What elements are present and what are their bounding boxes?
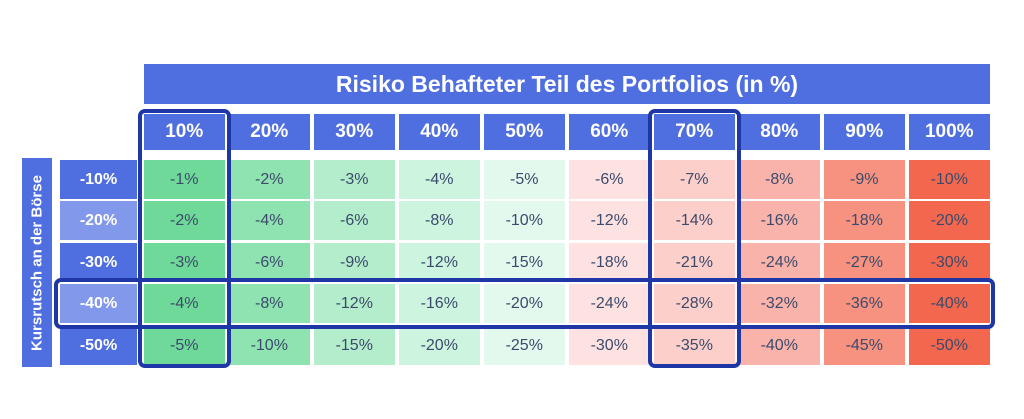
- chart-title: Risiko Behafteter Teil des Portfolios (i…: [144, 64, 990, 104]
- heatmap-cell: -4%: [144, 284, 225, 323]
- heatmap-cell: -2%: [229, 160, 310, 199]
- heatmap-cell: -25%: [484, 326, 565, 365]
- column-header: 20%: [229, 114, 310, 150]
- column-header: 90%: [824, 114, 905, 150]
- column-header: 40%: [399, 114, 480, 150]
- column-header: 10%: [144, 114, 225, 150]
- heatmap-cell: -12%: [569, 201, 650, 240]
- heatmap-cell: -50%: [909, 326, 990, 365]
- column-header: 60%: [569, 114, 650, 150]
- heatmap-cell: -18%: [824, 201, 905, 240]
- heatmap-cell: -15%: [484, 243, 565, 282]
- heatmap-cell: -15%: [314, 326, 395, 365]
- heatmap-cell: -3%: [144, 243, 225, 282]
- column-header: 50%: [484, 114, 565, 150]
- heatmap-cell: -4%: [399, 160, 480, 199]
- heatmap-cell: -4%: [229, 201, 310, 240]
- heatmap-cell: -32%: [739, 284, 820, 323]
- heatmap-cell: -8%: [399, 201, 480, 240]
- row-header: -20%: [60, 201, 137, 240]
- heatmap-cell: -1%: [144, 160, 225, 199]
- row-header: -50%: [60, 326, 137, 365]
- y-axis-label-text: Kursrutsch an der Börse: [28, 174, 46, 351]
- heatmap-cell: -21%: [654, 243, 735, 282]
- heatmap-cell: -7%: [654, 160, 735, 199]
- heatmap-cell: -27%: [824, 243, 905, 282]
- heatmap-cell: -6%: [569, 160, 650, 199]
- heatmap-cell: -24%: [739, 243, 820, 282]
- heatmap-cell: -8%: [229, 284, 310, 323]
- heatmap-cell: -14%: [654, 201, 735, 240]
- column-header: 80%: [739, 114, 820, 150]
- heatmap-cell: -8%: [739, 160, 820, 199]
- heatmap-cell: -20%: [909, 201, 990, 240]
- heatmap-cell: -40%: [909, 284, 990, 323]
- column-header: 100%: [909, 114, 990, 150]
- heatmap-cell: -5%: [144, 326, 225, 365]
- heatmap-cell: -10%: [484, 201, 565, 240]
- column-header: 30%: [314, 114, 395, 150]
- heatmap-cell: -2%: [144, 201, 225, 240]
- heatmap-cell: -18%: [569, 243, 650, 282]
- heatmap-cell: -30%: [569, 326, 650, 365]
- row-header: -40%: [60, 284, 137, 323]
- row-header: -30%: [60, 243, 137, 282]
- y-axis-label: Kursrutsch an der Börse: [22, 158, 52, 367]
- column-header: 70%: [654, 114, 735, 150]
- heatmap-cell: -10%: [909, 160, 990, 199]
- heatmap-cell: -16%: [399, 284, 480, 323]
- heatmap-cell: -16%: [739, 201, 820, 240]
- heatmap-cell: -12%: [314, 284, 395, 323]
- heatmap-cell: -9%: [314, 243, 395, 282]
- heatmap-cell: -20%: [484, 284, 565, 323]
- heatmap-cell: -12%: [399, 243, 480, 282]
- heatmap-cell: -9%: [824, 160, 905, 199]
- row-header: -10%: [60, 160, 137, 199]
- heatmap-cell: -35%: [654, 326, 735, 365]
- heatmap-cell: -28%: [654, 284, 735, 323]
- heatmap-cell: -5%: [484, 160, 565, 199]
- heatmap-cell: -36%: [824, 284, 905, 323]
- heatmap-cell: -6%: [229, 243, 310, 282]
- heatmap-cell: -40%: [739, 326, 820, 365]
- heatmap-cell: -45%: [824, 326, 905, 365]
- heatmap-cell: -6%: [314, 201, 395, 240]
- heatmap-cell: -3%: [314, 160, 395, 199]
- heatmap-cell: -30%: [909, 243, 990, 282]
- heatmap-cell: -24%: [569, 284, 650, 323]
- heatmap-cell: -20%: [399, 326, 480, 365]
- heatmap-cell: -10%: [229, 326, 310, 365]
